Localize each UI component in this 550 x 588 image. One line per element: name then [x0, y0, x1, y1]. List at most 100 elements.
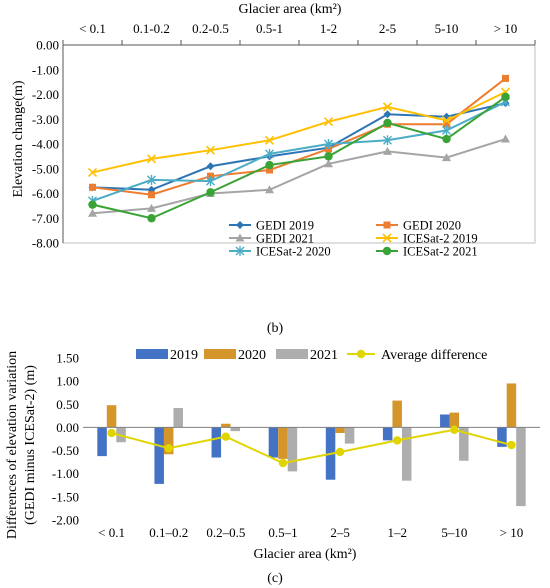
top-chart-data-point: [206, 188, 215, 197]
bottom-chart-y-tick-label: 0.50: [56, 397, 79, 412]
top-chart-data-point: [205, 145, 216, 155]
bottom-chart-bar: [221, 423, 231, 428]
bottom-chart-x-tick-label: 1–2: [387, 525, 407, 540]
top-chart-y-axis: 0.00 -1.00 -2.00 -3.00 -4.00 -5.00 -6.00 -7.00 -…: [32, 38, 59, 251]
bottom-chart-bar: [344, 427, 355, 444]
bottom-chart-x-tick-label: 0.1–0.2: [149, 525, 188, 540]
top-chart-x-tick-label: > 10: [494, 21, 518, 36]
top-chart-data-point: [264, 135, 275, 145]
bottom-chart-average-point: [335, 447, 345, 457]
bottom-chart-bar: [230, 427, 241, 432]
top-chart-x-tick-label: 0.2-0.5: [192, 21, 229, 36]
bottom-chart-average-line: [111, 428, 512, 465]
top-chart-data-point: [265, 148, 274, 159]
top-chart-data-point: [443, 120, 450, 128]
top-chart-data-point: [206, 162, 215, 171]
top-chart-data-point: [502, 74, 509, 82]
bottom-chart-legend-marker: [356, 349, 366, 359]
top-chart-data-point: [383, 118, 392, 128]
panel-label-b: (b): [267, 321, 284, 336]
bottom-chart-x-tick-label: 5–10: [441, 525, 467, 540]
bottom-chart-bar: [497, 427, 507, 447]
bottom-chart-average-point: [164, 444, 173, 453]
bottom-chart-x-tick-label: < 0.1: [98, 525, 125, 540]
top-chart-series-line: [92, 77, 507, 196]
top-chart-data-point: [266, 166, 273, 174]
top-chart-series-line: [92, 91, 506, 174]
top-chart-legend-marker: [382, 233, 392, 243]
top-chart-y-tick-label: -8.00: [32, 236, 59, 251]
bottom-chart-bar: [106, 405, 117, 428]
bottom-chart-legend-swatch: [204, 349, 236, 359]
top-chart-x-tick-labels: < 0.1 0.1-0.2 0.2-0.5 0.5-1 1-2 2-5 5-10 > 10: [62, 21, 536, 45]
bottom-chart-bar: [382, 427, 393, 441]
top-chart-legend-marker: [235, 246, 245, 256]
top-chart-legend-marker: [383, 221, 391, 229]
top-chart-data-point: [265, 160, 274, 170]
top-chart-legend-item: ICESat-2 2020: [229, 245, 331, 259]
top-chart-data-point: [147, 214, 156, 223]
top-chart-legend-label: GEDI 2021: [256, 232, 314, 246]
bottom-chart-legend-label: Average difference: [381, 348, 487, 363]
bottom-chart-bar: [173, 407, 183, 428]
bottom-chart-legend-item: Average difference: [347, 348, 487, 363]
top-chart-series-line: [92, 101, 506, 202]
bottom-chart-bar: [449, 412, 460, 428]
bottom-chart-legend-item: 2021: [276, 348, 338, 363]
bottom-chart-bar: [97, 427, 107, 457]
bottom-chart-bar: [335, 427, 345, 433]
top-chart-title: Glacier area (km²): [239, 2, 342, 17]
top-chart-legend-marker: [235, 233, 245, 242]
top-chart-x-tick-label: 1-2: [320, 21, 337, 36]
top-chart-x-tick-label: 0.1-0.2: [133, 21, 170, 36]
top-chart-series-line: [92, 138, 506, 215]
top-chart-legend-label: GEDI 2020: [403, 219, 461, 233]
bottom-chart-y-tick-label: -1.00: [52, 466, 79, 481]
bottom-chart-legend-swatch: [276, 349, 308, 359]
top-chart-x-tick-label: < 0.1: [79, 21, 106, 36]
top-chart-legend-item: ICESat-2 2019: [376, 232, 478, 246]
top-chart-data-point: [441, 115, 452, 126]
panel-label-c: (c): [267, 571, 283, 586]
top-chart-data-point: [382, 102, 393, 112]
bottom-chart-x-tick-label: 0.5–1: [268, 525, 297, 540]
top-chart-y-tick-label: -5.00: [32, 161, 59, 176]
bottom-chart-bar: [278, 427, 288, 459]
bottom-chart-bar: [392, 400, 402, 428]
bottom-chart-x-tick-label: 0.2–0.5: [206, 525, 245, 540]
top-chart-y-tick-label: -2.00: [32, 87, 59, 102]
top-chart-legend-item: GEDI 2019: [229, 219, 314, 233]
bottom-chart-bar: [440, 414, 450, 428]
top-chart-data-point: [324, 159, 333, 168]
bottom-chart-legend-item: 2019: [136, 348, 198, 363]
top-chart-y-tick-label: -4.00: [32, 137, 59, 152]
bottom-chart-bar: [401, 427, 412, 481]
top-chart-data-point: [501, 134, 510, 143]
top-chart-data-point: [324, 152, 333, 161]
bottom-chart-y-tick-label: -0.50: [52, 443, 79, 458]
bottom-chart-y-axis-label-line1: Differences of elevation variation: [5, 351, 20, 539]
top-chart-data-point: [148, 191, 155, 199]
top-chart-legend-label: ICESat-2 2019: [403, 232, 478, 246]
top-chart-data-point: [147, 203, 156, 212]
bottom-chart-legend-swatch: [136, 349, 168, 359]
top-chart-legend-item: GEDI 2020: [376, 219, 461, 233]
bottom-chart-average-point: [507, 440, 516, 450]
bottom-chart-bar: [506, 383, 517, 428]
bottom-chart-bar: [459, 427, 469, 461]
bottom-chart-plot-area: [83, 383, 540, 507]
bottom-chart-y-tick-label: -2.00: [52, 513, 79, 528]
top-chart-data-point: [442, 153, 451, 162]
top-chart-data-point: [324, 139, 333, 149]
bottom-chart-average-point: [278, 458, 288, 468]
bottom-chart-y-tick-label: 1.50: [56, 351, 79, 366]
top-chart-plot-area: [62, 44, 536, 244]
top-chart-y-tick-label: -7.00: [32, 211, 59, 226]
top-chart-legend-label: GEDI 2019: [256, 219, 314, 233]
bottom-chart-legend-item: 2020: [204, 348, 266, 363]
top-chart-data-point: [383, 146, 392, 155]
bottom-chart-average-point: [107, 428, 116, 438]
bottom-chart-bar: [163, 427, 174, 455]
top-chart-data-point: [87, 167, 98, 178]
